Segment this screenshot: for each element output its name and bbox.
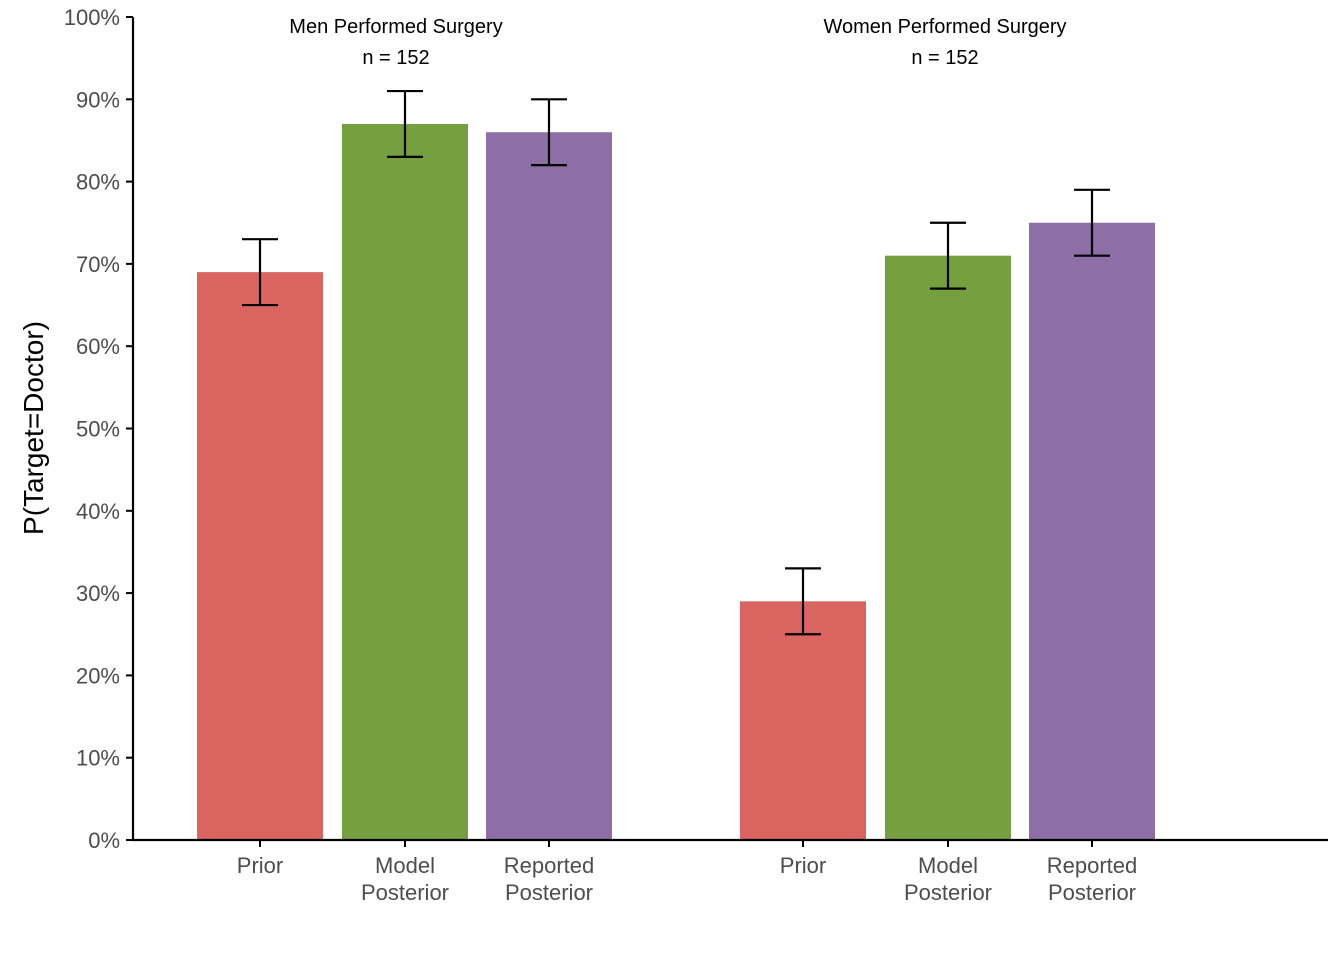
y-tick-label: 0% [88,828,120,853]
y-axis-title: P(Target=Doctor) [18,321,49,535]
bar [342,123,468,841]
y-tick-label: 70% [76,252,120,277]
bar [885,255,1011,841]
error-bars-layer [242,89,1110,636]
y-tick-label: 20% [76,663,120,688]
error-bar [930,221,966,290]
y-tick-label: 30% [76,581,120,606]
x-axis: Prior Model Posterior Reported Posterior Prio… [132,838,1328,905]
x-tick-label: Prior [780,853,826,878]
error-bar [531,98,567,167]
error-bar [242,238,278,307]
y-tick-label: 90% [76,87,120,112]
bar [1029,222,1155,840]
y-tick-label: 60% [76,334,120,359]
group-n-label: n = 152 [911,47,978,69]
y-tick-label: 100% [64,5,120,30]
group-n-label: n = 152 [362,47,429,69]
x-tick-label: Reported Posterior [504,853,595,905]
group-titles-layer: Men Performed Surgery n = 152 Women Perfor… [289,16,1066,69]
bar [197,272,323,840]
y-tick-label: 50% [76,417,120,442]
y-axis: 0% 10% 20% 30% 40% 50% 60% 70% 80% 90% 100% [64,5,135,853]
y-tick-label: 80% [76,170,120,195]
x-tick-label: Reported Posterior [1047,853,1138,905]
y-tick-label: 10% [76,746,120,771]
bar [486,132,612,841]
bars-layer [197,123,1155,841]
x-tick-label: Model Posterior [361,853,449,905]
x-tick-label: Prior [237,853,283,878]
error-bar [1074,188,1110,257]
bar [740,601,866,840]
y-tick-label: 40% [76,499,120,524]
x-tick-label: Model Posterior [904,853,992,905]
error-bar [387,89,423,159]
group-title: Women Performed Surgery [823,16,1066,38]
group-title: Men Performed Surgery [289,16,502,38]
error-bar [785,567,821,636]
